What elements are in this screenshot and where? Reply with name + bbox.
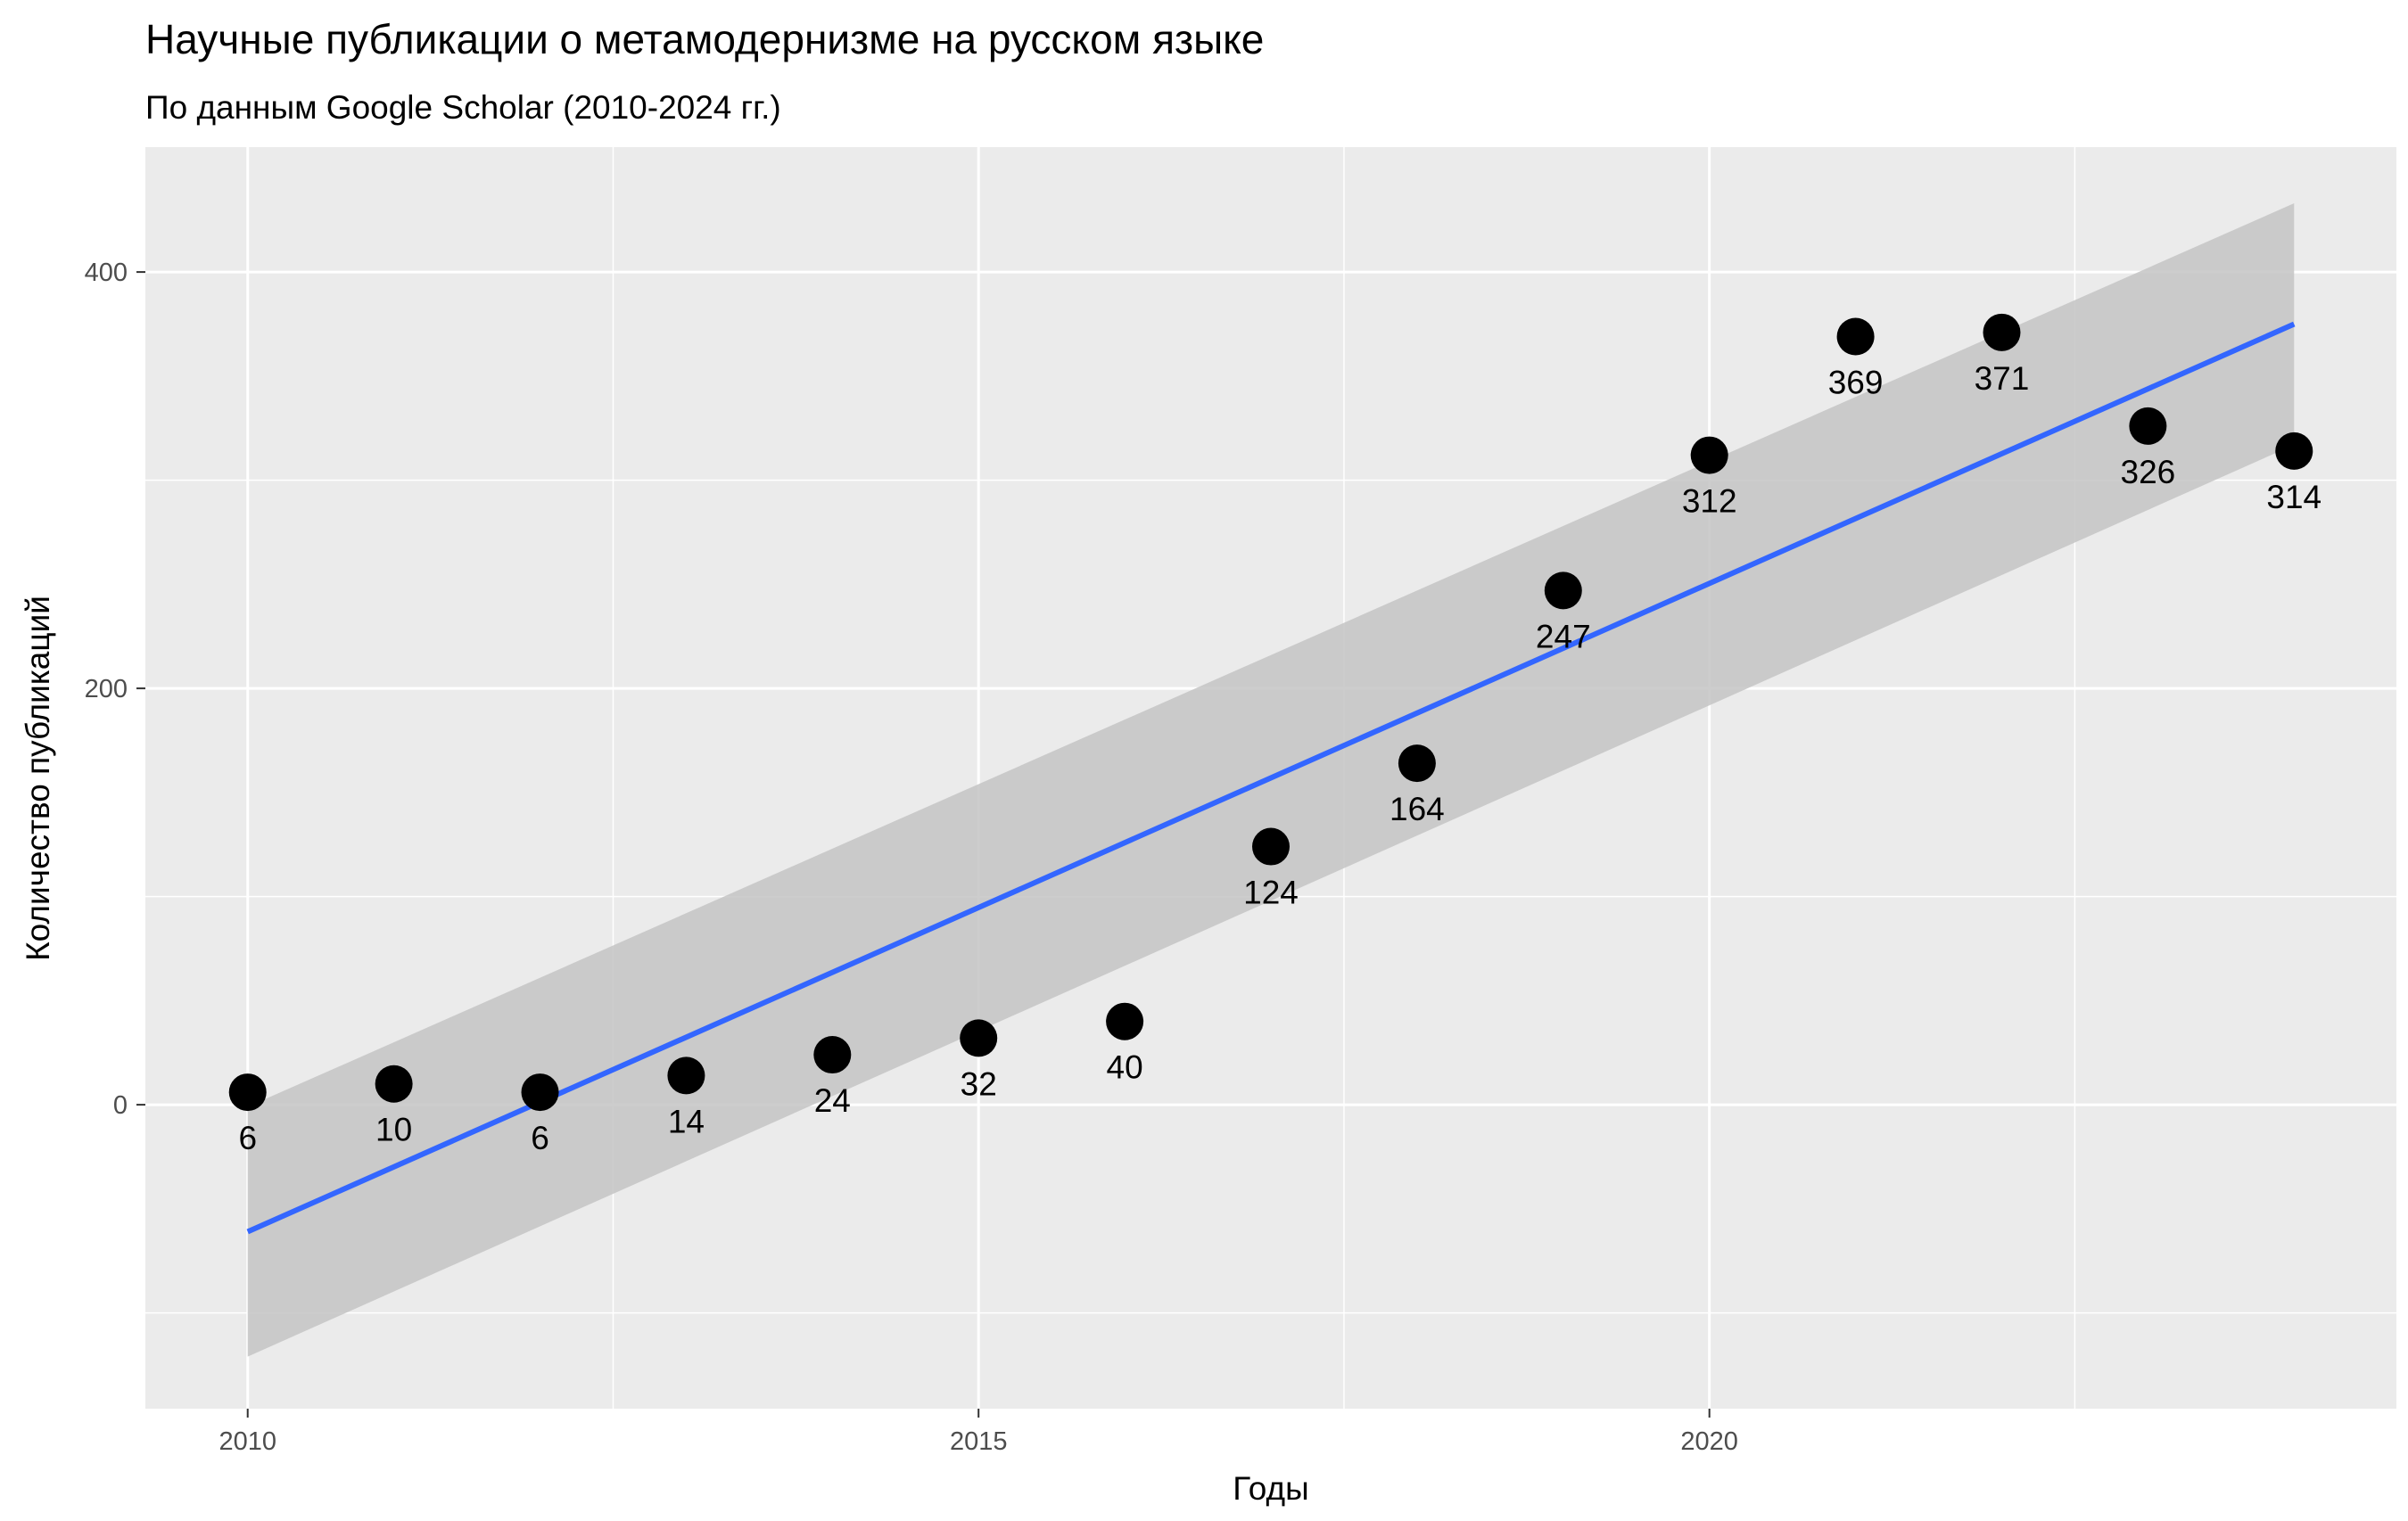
data-point bbox=[228, 1073, 267, 1112]
data-points bbox=[228, 313, 2313, 1112]
data-label: 6 bbox=[238, 1120, 257, 1156]
data-point bbox=[960, 1019, 998, 1057]
y-tick-label: 0 bbox=[113, 1091, 128, 1120]
data-point bbox=[667, 1056, 705, 1095]
x-axis-title: Годы bbox=[1233, 1470, 1309, 1507]
data-label: 369 bbox=[1828, 364, 1884, 400]
y-tick-label: 400 bbox=[85, 259, 128, 287]
y-tick-label: 200 bbox=[85, 675, 128, 703]
data-label: 40 bbox=[1107, 1049, 1143, 1086]
y-axis-title: Количество публикаций bbox=[20, 596, 56, 961]
x-tick-label: 2020 bbox=[1680, 1427, 1738, 1456]
chart-title: Научные публикации о метамодернизме на р… bbox=[145, 16, 1264, 62]
data-point bbox=[1836, 317, 1875, 356]
data-label: 14 bbox=[668, 1103, 705, 1139]
data-point bbox=[1106, 1002, 1144, 1040]
axes: 2010 2015 2020 0 200 400 bbox=[85, 259, 1738, 1456]
data-label: 326 bbox=[2121, 454, 2176, 490]
trend-line bbox=[246, 321, 2296, 1235]
data-point bbox=[1690, 436, 1728, 474]
data-label: 164 bbox=[1390, 791, 1445, 827]
data-label: 24 bbox=[814, 1082, 851, 1119]
data-label: 314 bbox=[2266, 479, 2321, 515]
data-point bbox=[1544, 571, 1582, 610]
data-label: 371 bbox=[1975, 360, 2030, 397]
data-label: 312 bbox=[1682, 483, 1737, 520]
data-point bbox=[1983, 313, 2021, 351]
data-point bbox=[521, 1073, 559, 1112]
data-label: 124 bbox=[1243, 875, 1299, 911]
data-point bbox=[1252, 827, 1290, 866]
data-point bbox=[2129, 407, 2167, 445]
data-point bbox=[813, 1036, 852, 1074]
x-tick-label: 2010 bbox=[219, 1427, 276, 1456]
data-point bbox=[1398, 744, 1436, 783]
data-label: 10 bbox=[375, 1112, 412, 1148]
data-label: 6 bbox=[531, 1120, 549, 1156]
data-label: 247 bbox=[1536, 618, 1591, 654]
data-point bbox=[2275, 432, 2313, 470]
data-label: 32 bbox=[961, 1065, 997, 1102]
chart-subtitle: По данным Google Scholar (2010-2024 гг.) bbox=[145, 89, 781, 126]
x-tick-label: 2015 bbox=[950, 1427, 1008, 1456]
data-point bbox=[375, 1065, 413, 1103]
data-labels: 6 10 6 14 24 32 40 124 164 247 312 369 371 326 314 bbox=[238, 360, 2321, 1156]
